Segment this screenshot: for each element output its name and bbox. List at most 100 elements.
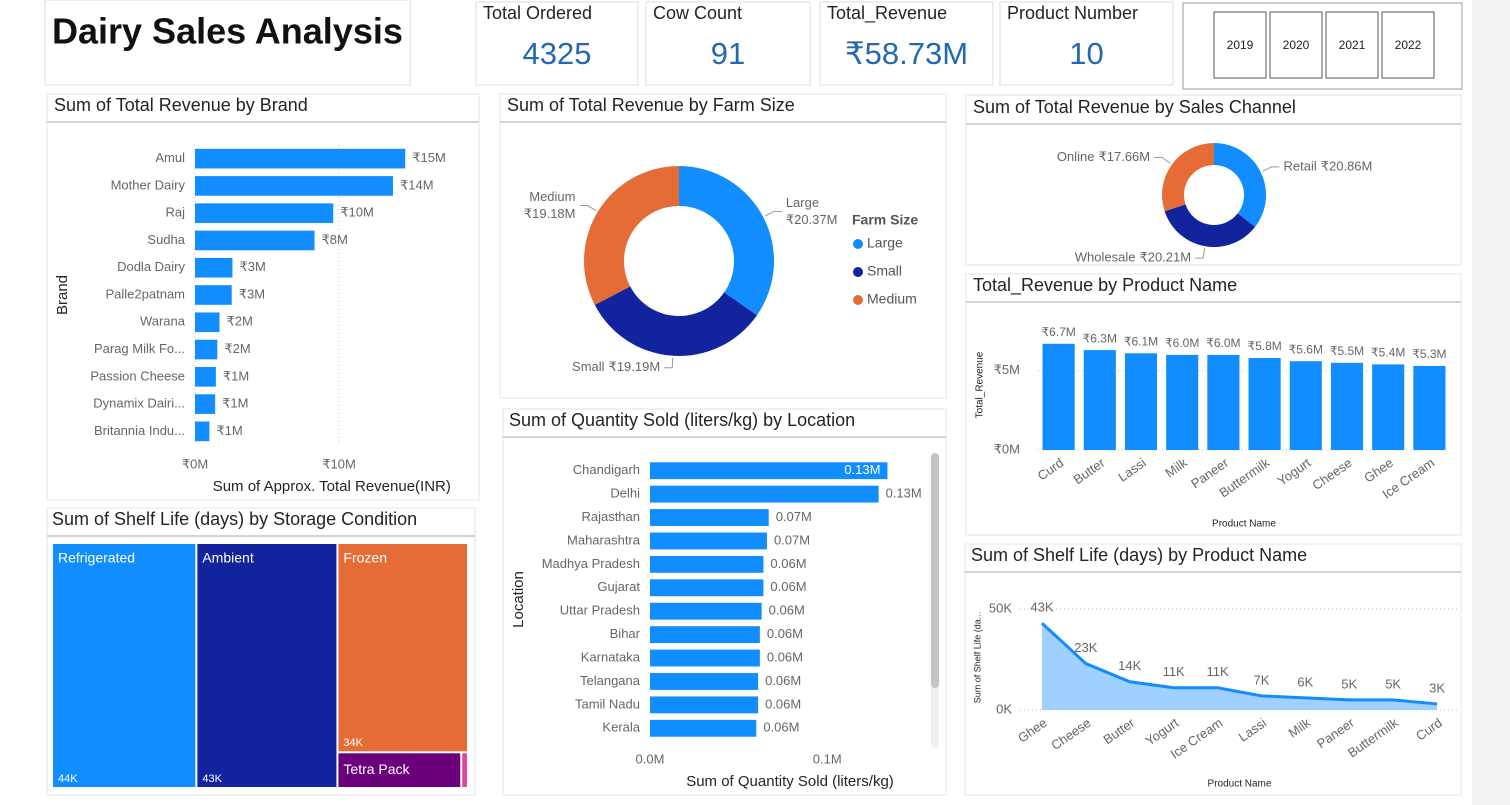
- chart-title: Sum of Shelf Life (days) by Storage Cond…: [52, 509, 417, 529]
- slicer-button[interactable]: [1269, 11, 1323, 79]
- x-axis-title: Sum of Quantity Sold (liters/kg): [686, 773, 894, 790]
- donut-slice: [583, 166, 679, 305]
- data-label: ₹6.7M: [1041, 325, 1075, 339]
- data-label: 0.06M: [767, 626, 803, 641]
- chart-title: Sum of Total Revenue by Sales Channel: [973, 97, 1296, 117]
- bar: [650, 719, 757, 737]
- data-label: ₹5.3M: [1412, 347, 1446, 361]
- data-label: ₹3M: [239, 286, 265, 301]
- y-tick-label: Dynamix Dairi...: [93, 396, 185, 411]
- y-tick-label: 0K: [996, 701, 1012, 716]
- data-label: 0.06M: [765, 696, 801, 711]
- data-label: 0.07M: [774, 532, 810, 547]
- slice-label: Large: [786, 195, 819, 210]
- card-label: Total Ordered: [483, 3, 592, 23]
- bar: [650, 673, 759, 690]
- legend-entry: Medium: [867, 291, 917, 307]
- bar: [195, 367, 216, 387]
- data-label: ₹19.19M: [609, 359, 661, 374]
- y-tick-label: Karnataka: [581, 649, 641, 664]
- data-label: 0.06M: [767, 649, 803, 664]
- data-label: ₹8M: [322, 232, 348, 247]
- bar: [650, 462, 888, 480]
- x-tick-label: ₹10M: [322, 456, 356, 471]
- card: [475, 1, 639, 86]
- slicer-option[interactable]: 2020: [1283, 38, 1310, 52]
- bar: [650, 509, 769, 526]
- scrollbar-thumb[interactable]: [931, 453, 939, 688]
- data-label: ₹5.4M: [1371, 346, 1405, 360]
- bar: [1248, 358, 1281, 450]
- bar: [195, 421, 210, 442]
- legend-entry: Small: [867, 263, 902, 279]
- card: [645, 1, 811, 86]
- slicer-button[interactable]: [1381, 11, 1435, 79]
- y-tick-label: 50K: [989, 600, 1012, 615]
- bar: [1083, 350, 1116, 450]
- y-axis-title: Sum of Shelf Life (da...: [972, 612, 982, 704]
- card-label: Cow Count: [653, 3, 742, 23]
- data-label: 0.13M: [886, 486, 922, 501]
- slice-label: Medium: [529, 189, 575, 204]
- bar: [1413, 365, 1446, 450]
- y-tick-label: Madhya Pradesh: [542, 556, 640, 571]
- y-tick-label: Maharashtra: [567, 532, 641, 547]
- chart-title: Sum of Shelf Life (days) by Product Name: [971, 545, 1307, 565]
- slice-label: Retail: [1283, 158, 1316, 173]
- data-label: ₹1M: [216, 423, 242, 438]
- data-label: 34K: [343, 737, 363, 749]
- y-tick-label: Palle2patnam: [106, 286, 186, 301]
- data-label: 6K: [1297, 674, 1313, 689]
- card: [819, 1, 994, 86]
- donut-slice: [1214, 143, 1267, 227]
- bar: [195, 257, 233, 278]
- y-tick-label: Rajasthan: [581, 509, 640, 524]
- y-tick-label: Parag Milk Fo...: [94, 341, 185, 356]
- y-tick-label: Mother Dairy: [111, 177, 186, 192]
- x-tick-label: ₹0M: [182, 456, 208, 471]
- slicer-button[interactable]: [1325, 11, 1379, 79]
- data-label: ₹6.0M: [1165, 336, 1199, 350]
- data-label: ₹19.18M: [524, 206, 576, 221]
- data-label: ₹20.37M: [786, 212, 838, 227]
- treemap-tile: [462, 753, 467, 787]
- area-line: [1040, 622, 1438, 706]
- tile-label: Frozen: [343, 550, 387, 566]
- bar: [195, 148, 406, 169]
- y-tick-label: ₹0M: [994, 441, 1020, 456]
- y-tick-label: Sudha: [147, 232, 185, 247]
- y-axis-title: Total_Revenue: [975, 351, 986, 418]
- data-label: ₹2M: [224, 341, 250, 356]
- data-label: ₹3M: [239, 259, 265, 274]
- y-tick-label: Amul: [155, 150, 185, 165]
- data-label: ₹20.86M: [1321, 158, 1373, 173]
- data-label: 7K: [1253, 672, 1269, 687]
- y-tick-label: Kerala: [602, 720, 640, 735]
- slicer-option[interactable]: 2019: [1227, 38, 1254, 52]
- data-label: ₹2M: [226, 314, 252, 329]
- donut-slice: [1161, 143, 1214, 212]
- leader-line: [764, 210, 782, 217]
- leader-line: [664, 357, 674, 369]
- slicer-option[interactable]: 2022: [1395, 38, 1422, 52]
- data-label: ₹5.5M: [1330, 344, 1364, 358]
- bar: [650, 579, 764, 597]
- y-tick-label: ₹5M: [994, 362, 1020, 377]
- card-label: Product Number: [1007, 3, 1138, 23]
- leader-line: [579, 205, 597, 212]
- data-label: ₹10M: [340, 205, 374, 220]
- slicer-button[interactable]: [1213, 11, 1267, 79]
- leader-line: [1262, 166, 1280, 172]
- data-label: ₹5.6M: [1289, 342, 1323, 356]
- data-label: ₹1M: [223, 368, 249, 383]
- y-tick-label: Passion Cheese: [90, 368, 185, 383]
- side-strip: [1472, 0, 1510, 805]
- data-label: 0.06M: [770, 579, 806, 594]
- area-fill: [1041, 623, 1438, 710]
- slicer-option[interactable]: 2021: [1339, 38, 1366, 52]
- y-tick-label: Tamil Nadu: [575, 696, 640, 711]
- data-label: 11K: [1206, 664, 1228, 679]
- chart-title: Sum of Total Revenue by Farm Size: [507, 95, 795, 115]
- legend-entry: Large: [867, 235, 903, 251]
